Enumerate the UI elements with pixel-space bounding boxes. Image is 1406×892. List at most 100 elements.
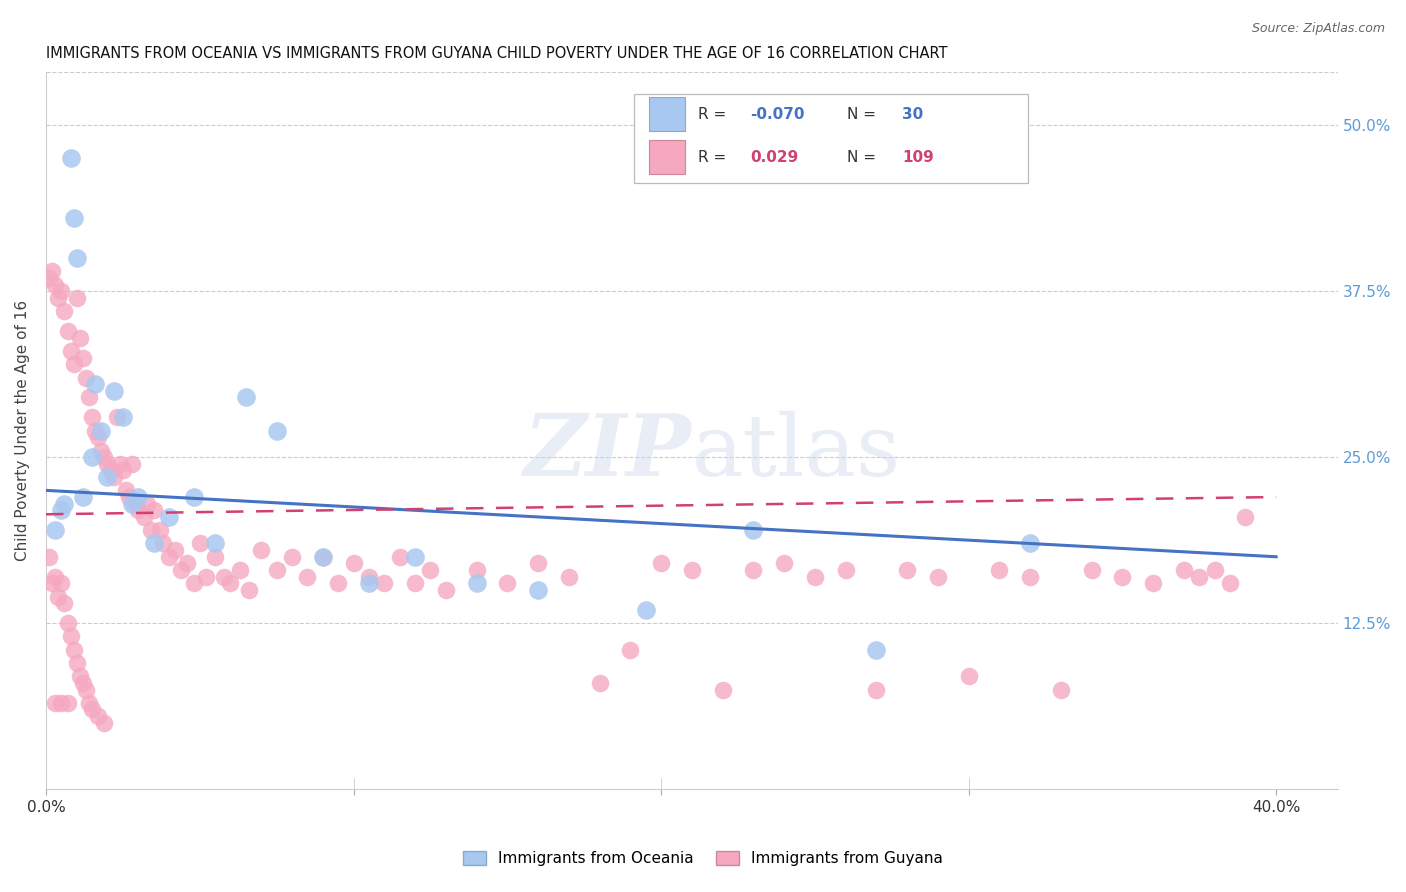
Point [53,304,76,318]
Point [1142,576,1164,591]
Text: IMMIGRANTS FROM OCEANIA VS IMMIGRANTS FROM GUYANA CHILD POVERTY UNDER THE AGE OF: IMMIGRANTS FROM OCEANIA VS IMMIGRANTS FR… [46,46,948,62]
Point [188,536,211,550]
Point [927,570,949,584]
Point [127,490,149,504]
Point [357,576,380,591]
Point [149,523,172,537]
Point [59,152,82,166]
Point [105,410,128,425]
Point [176,557,198,571]
Point [357,570,380,584]
Point [100,463,122,477]
Point [742,563,765,577]
Text: Source: ZipAtlas.com: Source: ZipAtlas.com [1251,22,1385,36]
Point [152,536,174,550]
Point [681,563,703,577]
Point [404,576,426,591]
Point [865,642,887,657]
Point [59,343,82,358]
Point [558,570,581,584]
Point [165,543,187,558]
Point [1173,563,1195,577]
Point [419,563,441,577]
Point [465,563,488,577]
Point [38,271,60,285]
Point [527,582,550,597]
Point [136,497,159,511]
Point [865,682,887,697]
Point [59,629,82,643]
Point [388,549,411,564]
Bar [650,140,685,174]
Point [228,563,250,577]
Point [1204,563,1226,577]
Point [634,603,657,617]
Point [1219,576,1241,591]
Point [66,656,89,670]
Point [183,576,205,591]
Point [214,570,236,584]
Point [342,557,364,571]
Point [41,576,63,591]
Point [62,211,84,226]
Point [834,563,856,577]
Point [170,563,193,577]
Point [77,696,100,710]
Point [650,557,672,571]
Point [1111,570,1133,584]
Legend: Immigrants from Oceania, Immigrants from Guyana: Immigrants from Oceania, Immigrants from… [456,843,950,873]
Point [1019,536,1042,550]
Point [51,576,73,591]
Point [82,702,104,716]
Point [46,291,69,305]
Point [157,549,180,564]
Point [75,370,97,384]
Point [312,549,335,564]
Point [588,676,610,690]
Point [134,510,156,524]
Point [103,384,125,398]
Point [66,251,89,265]
Point [90,424,112,438]
Point [373,576,395,591]
Point [297,570,319,584]
Point [742,523,765,537]
Point [194,570,217,584]
Point [108,457,131,471]
Point [326,576,349,591]
Point [56,696,79,710]
Point [84,424,107,438]
Point [46,590,69,604]
Point [957,669,980,683]
Point [51,696,73,710]
Point [72,351,94,365]
Point [115,483,138,498]
Point [87,709,110,723]
Point [711,682,734,697]
Point [1234,510,1257,524]
Point [56,616,79,631]
Point [93,450,115,465]
Point [56,324,79,338]
Point [139,523,162,537]
Point [1188,570,1211,584]
Point [183,490,205,504]
Point [988,563,1011,577]
Point [82,410,104,425]
Point [84,377,107,392]
Point [496,576,519,591]
Point [93,715,115,730]
Point [51,503,73,517]
Point [127,503,149,517]
Point [804,570,827,584]
Point [124,497,146,511]
Point [90,443,112,458]
Text: R =: R = [699,106,731,121]
Point [96,470,118,484]
Point [250,543,273,558]
Text: N =: N = [846,150,880,165]
Point [404,549,426,564]
Point [266,424,288,438]
Point [82,450,104,465]
Point [142,536,165,550]
